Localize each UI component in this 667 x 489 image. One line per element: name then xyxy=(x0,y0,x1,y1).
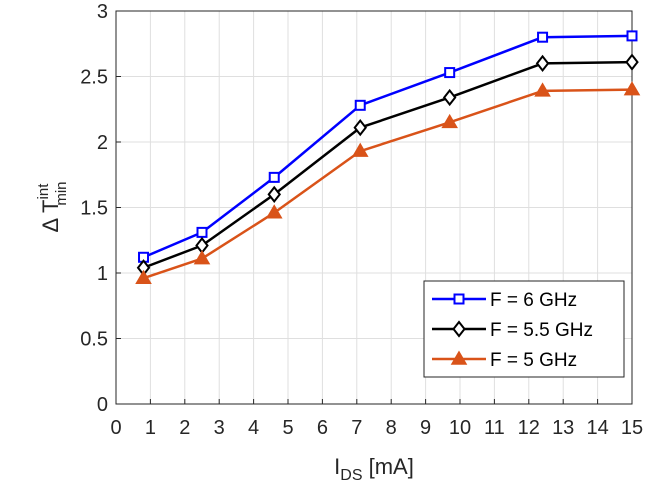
axes-box xyxy=(115,10,633,405)
series-2-point xyxy=(353,118,368,137)
y-axis-title-superscript: int xyxy=(35,183,52,200)
x-tick-label: 5 xyxy=(282,417,293,439)
y-tick-label: 1 xyxy=(97,263,108,285)
x-tick-label: 13 xyxy=(552,417,574,439)
series-1-point xyxy=(268,171,280,183)
series-1-point xyxy=(354,99,366,111)
x-axis-title: IDS [mA] xyxy=(334,454,414,484)
y-tick-label: 0 xyxy=(97,394,108,416)
x-axis-title-unit: [mA] xyxy=(363,454,414,479)
x-tick-label: 12 xyxy=(518,417,540,439)
legend-marker-3 xyxy=(450,350,468,365)
x-axis-title-subscript: DS xyxy=(340,467,362,484)
y-tick-label: 3 xyxy=(97,1,108,23)
series-3-point xyxy=(534,82,551,97)
series-3-point xyxy=(135,269,152,284)
x-tick-label: 3 xyxy=(214,417,225,439)
series-3-point xyxy=(351,142,369,157)
axes xyxy=(115,10,633,405)
series-1-point xyxy=(444,67,456,79)
legend-marker-2 xyxy=(452,320,466,338)
legend-label-3: F = 5 GHz xyxy=(490,350,577,371)
legend-label-1: F = 6 GHz xyxy=(490,290,577,311)
series-3-point xyxy=(265,204,283,219)
x-tick-label: 2 xyxy=(179,417,190,439)
series-3-point xyxy=(193,250,211,265)
legend: F = 6 GHz F = 5.5 GHz F = 5 GHz xyxy=(423,280,625,378)
series-1-point xyxy=(196,226,208,238)
x-tick-label: 1 xyxy=(145,417,156,439)
legend-marker-1 xyxy=(453,293,465,305)
series-2-point xyxy=(625,53,639,71)
x-tick-label: 10 xyxy=(449,417,471,439)
y-tick-label: 1.5 xyxy=(80,198,108,220)
series-3-point xyxy=(441,113,458,129)
series-2-point xyxy=(442,88,457,107)
x-tick-label: 0 xyxy=(110,417,121,439)
series-2-point xyxy=(535,54,550,73)
y-tick-label: 0.5 xyxy=(80,329,108,351)
x-tick-label: 11 xyxy=(484,417,505,439)
legend-label-2: F = 5.5 GHz xyxy=(490,320,593,341)
y-axis-title-subscript: min xyxy=(53,181,70,205)
series-group xyxy=(135,30,641,284)
x-tick-label: 8 xyxy=(386,417,397,439)
x-tick-label: 4 xyxy=(248,417,259,439)
y-tick-label: 2.5 xyxy=(80,67,108,89)
series-1-point xyxy=(537,31,549,43)
y-axis-title: Δ Tintmin xyxy=(35,181,70,232)
x-tick-label: 14 xyxy=(586,417,608,439)
x-tick-label: 15 xyxy=(621,417,643,439)
series-1-point xyxy=(626,30,638,42)
y-tick-label: 2 xyxy=(97,132,108,154)
series-2-point xyxy=(267,185,282,204)
x-tick-label: 6 xyxy=(317,417,328,439)
series-3-point xyxy=(623,81,641,96)
x-tick-label: 9 xyxy=(420,417,431,439)
x-tick-label: 7 xyxy=(351,417,362,439)
